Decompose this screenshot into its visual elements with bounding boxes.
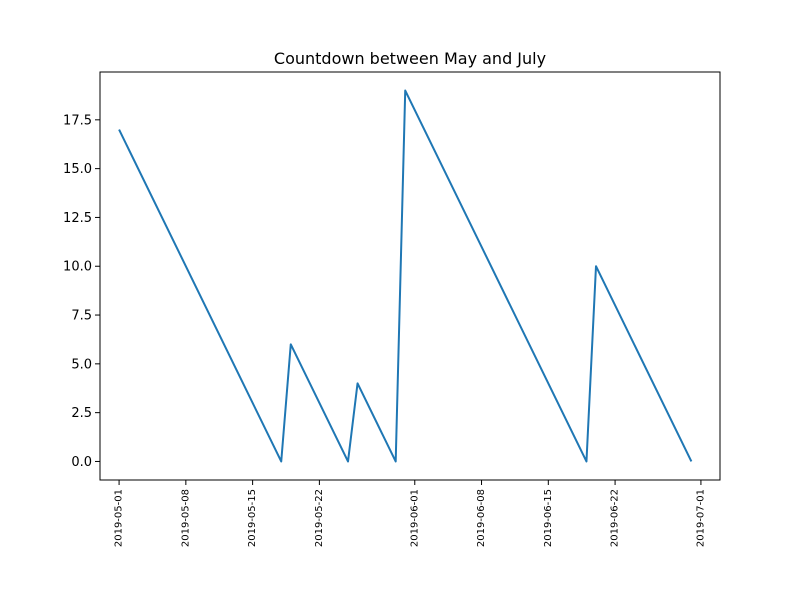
x-tick-label: 2019-07-01 — [695, 489, 706, 547]
y-tick-label: 2.5 — [71, 406, 92, 421]
y-tick-label: 17.5 — [63, 113, 92, 128]
x-tick-label: 2019-05-01 — [114, 489, 125, 547]
y-tick-label: 12.5 — [63, 211, 92, 226]
x-axis: 2019-05-01 2019-05-08 2019-05-15 2019-05-22… — [114, 480, 706, 547]
y-tick-label: 7.5 — [71, 309, 92, 324]
x-tick-label: 2019-05-08 — [180, 489, 191, 547]
series-line — [118, 89, 693, 463]
y-axis: 0.0 2.5 5.0 7.5 10.0 12.5 15.0 17.5 — [63, 113, 100, 470]
y-tick-label: 0.0 — [71, 455, 92, 470]
x-tick-label: 2019-06-15 — [543, 489, 554, 547]
y-tick-label: 5.0 — [71, 357, 92, 372]
x-tick-label: 2019-06-08 — [476, 489, 487, 547]
x-tick-label: 2019-05-15 — [247, 489, 258, 547]
plot-area-frame — [99, 71, 721, 481]
x-tick-label: 2019-06-01 — [409, 489, 420, 547]
y-tick-label: 15.0 — [63, 162, 92, 177]
x-tick-label: 2019-05-22 — [314, 489, 325, 547]
x-tick-label: 2019-06-22 — [610, 489, 621, 547]
y-tick-label: 10.0 — [63, 260, 92, 275]
series-group — [118, 89, 693, 463]
chart-title: Countdown between May and July — [274, 49, 546, 68]
